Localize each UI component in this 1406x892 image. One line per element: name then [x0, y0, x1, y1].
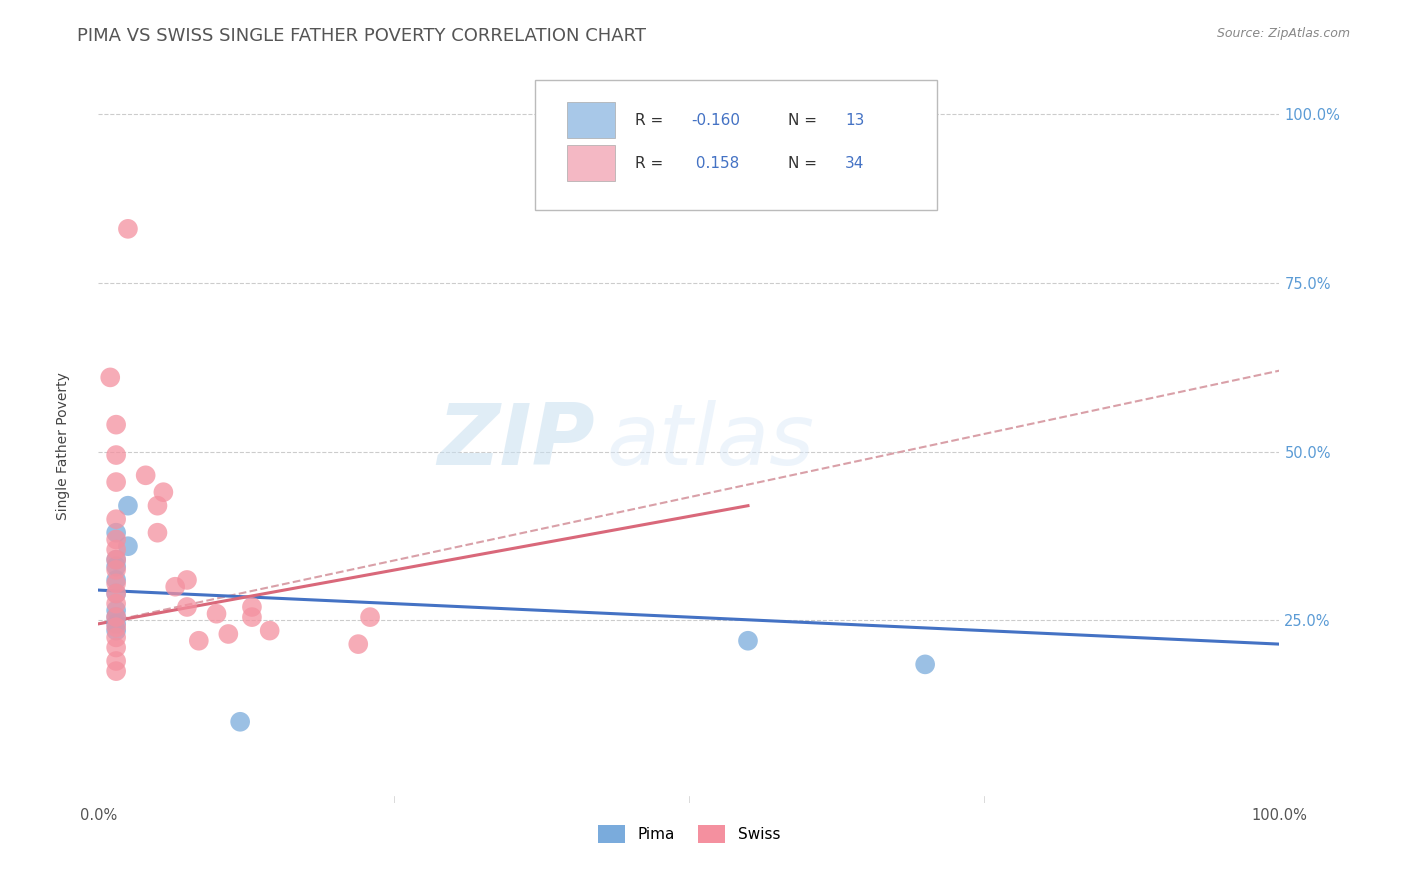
- Point: [240, 610, 263, 624]
- Point: [240, 599, 263, 614]
- Point: [914, 657, 936, 672]
- Point: [117, 499, 139, 513]
- Point: [105, 576, 128, 591]
- Point: [176, 599, 198, 614]
- Point: [146, 525, 169, 540]
- Point: [152, 485, 174, 500]
- Point: [105, 597, 128, 611]
- Point: [117, 539, 139, 553]
- Point: [105, 563, 128, 577]
- Point: [105, 512, 128, 526]
- Point: [105, 654, 128, 668]
- Text: 34: 34: [845, 156, 865, 171]
- Point: [105, 631, 128, 645]
- Point: [105, 624, 128, 638]
- Text: Source: ZipAtlas.com: Source: ZipAtlas.com: [1216, 27, 1350, 40]
- Point: [98, 370, 121, 384]
- Text: ZIP: ZIP: [437, 400, 595, 483]
- Point: [229, 714, 252, 729]
- Point: [105, 417, 128, 432]
- Text: 0.158: 0.158: [692, 156, 740, 171]
- Point: [737, 633, 759, 648]
- Point: [105, 586, 128, 600]
- Point: [105, 533, 128, 547]
- Point: [146, 499, 169, 513]
- Point: [105, 603, 128, 617]
- Point: [105, 620, 128, 634]
- Point: [105, 542, 128, 557]
- Point: [105, 610, 128, 624]
- Point: [117, 222, 139, 236]
- FancyBboxPatch shape: [536, 80, 936, 211]
- Point: [176, 573, 198, 587]
- Point: [347, 637, 370, 651]
- Text: 13: 13: [845, 112, 865, 128]
- Legend: Pima, Swiss: Pima, Swiss: [592, 819, 786, 849]
- Text: -0.160: -0.160: [692, 112, 741, 128]
- Point: [105, 640, 128, 655]
- Point: [105, 573, 128, 587]
- FancyBboxPatch shape: [567, 102, 614, 138]
- Point: [105, 586, 128, 600]
- Point: [135, 468, 157, 483]
- Text: R =: R =: [634, 156, 668, 171]
- Point: [359, 610, 381, 624]
- Point: [105, 559, 128, 574]
- Point: [105, 552, 128, 566]
- Point: [105, 616, 128, 631]
- Point: [105, 610, 128, 624]
- Point: [187, 633, 209, 648]
- Point: [165, 580, 187, 594]
- Text: N =: N =: [789, 156, 823, 171]
- Text: N =: N =: [789, 112, 823, 128]
- Text: atlas: atlas: [606, 400, 814, 483]
- Point: [105, 448, 128, 462]
- Point: [105, 552, 128, 566]
- Text: Single Father Poverty: Single Father Poverty: [56, 372, 70, 520]
- Point: [105, 664, 128, 678]
- Text: PIMA VS SWISS SINGLE FATHER POVERTY CORRELATION CHART: PIMA VS SWISS SINGLE FATHER POVERTY CORR…: [77, 27, 647, 45]
- Point: [205, 607, 228, 621]
- Point: [217, 627, 239, 641]
- FancyBboxPatch shape: [567, 145, 614, 181]
- Point: [259, 624, 281, 638]
- Point: [105, 525, 128, 540]
- Point: [105, 475, 128, 489]
- Text: R =: R =: [634, 112, 668, 128]
